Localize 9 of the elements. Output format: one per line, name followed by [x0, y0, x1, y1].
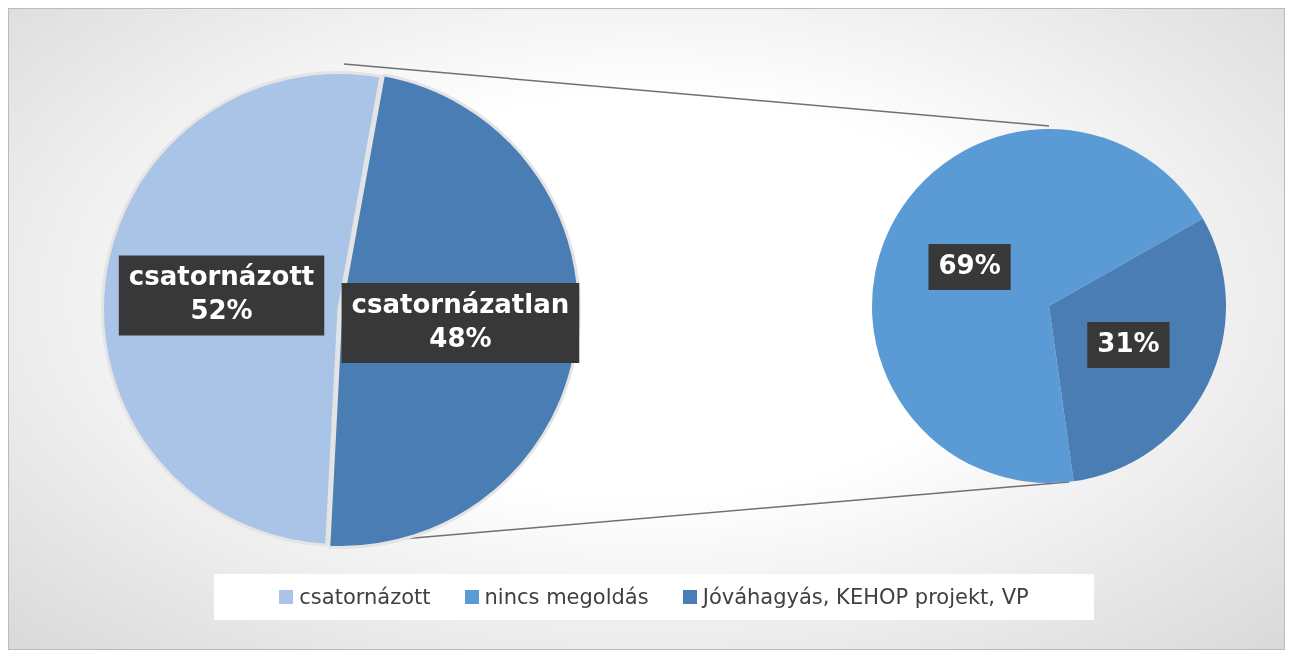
data-label: 31%: [1097, 327, 1160, 358]
legend-label: Jóváhagyás, KEHOP projekt, VP: [702, 585, 1029, 609]
data-label: 52%: [190, 295, 253, 326]
data-label: 69%: [938, 249, 1001, 280]
data-label: 48%: [429, 322, 492, 353]
slice-label: csatornázott: [128, 261, 315, 292]
slice-label: csatornázatlan: [351, 288, 570, 319]
legend-label: csatornázott: [299, 585, 431, 609]
legend-label: nincs megoldás: [484, 585, 649, 609]
